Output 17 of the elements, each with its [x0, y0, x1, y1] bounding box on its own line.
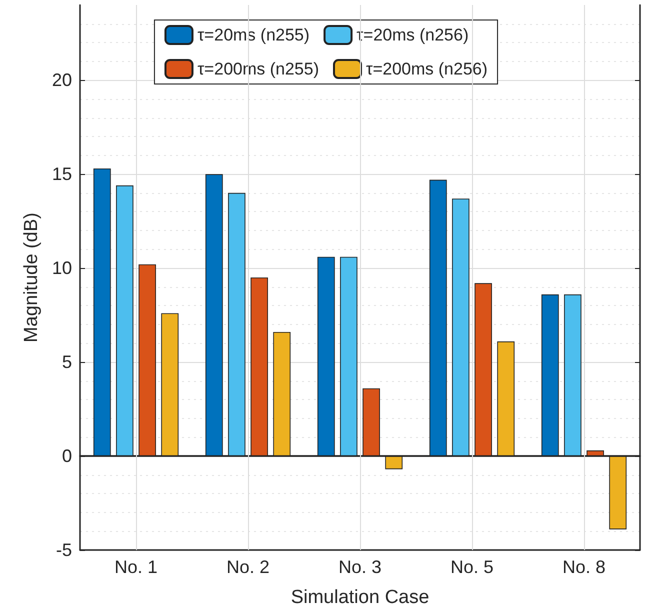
- y-axis-title: Magnitude (dB): [21, 212, 42, 342]
- x-axis-title: Simulation Case: [290, 587, 430, 608]
- x-tick-label: No. 2: [226, 557, 270, 577]
- x-tick-label: No. 3: [338, 557, 382, 577]
- y-tick-label: 20: [52, 70, 72, 90]
- y-tick-label: 5: [62, 352, 72, 372]
- y-tick-label: -5: [56, 540, 72, 560]
- y-tick-label: 10: [52, 258, 72, 278]
- legend-label: τ=200ms (n256): [366, 60, 488, 78]
- legend-label: τ=200ms (n255): [197, 60, 320, 78]
- y-tick-label: 15: [52, 164, 72, 184]
- legend-label: τ=20ms (n255): [197, 26, 310, 44]
- x-tick-label: No. 1: [114, 557, 158, 577]
- x-tick-label: No. 8: [562, 557, 606, 577]
- y-tick-label: 0: [62, 446, 72, 466]
- legend-label: τ=20ms (n256): [356, 26, 469, 44]
- x-tick-label: No. 5: [450, 557, 494, 577]
